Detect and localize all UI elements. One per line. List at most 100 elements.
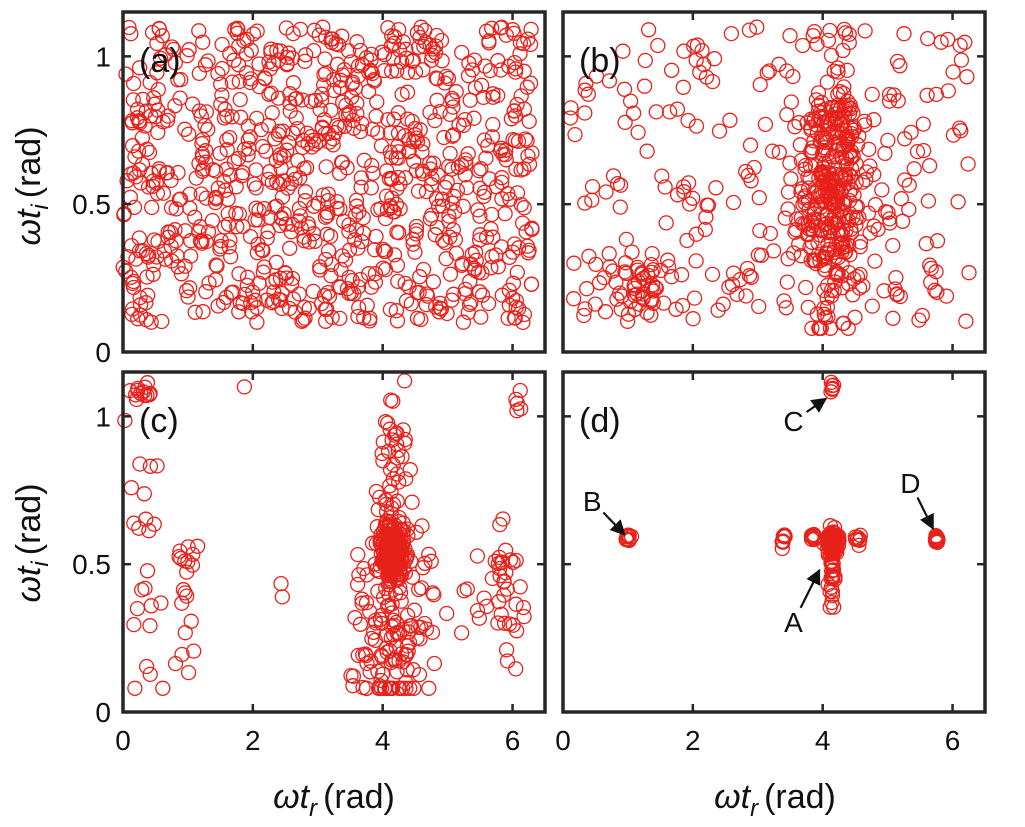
data-point — [723, 25, 740, 42]
data-point — [612, 177, 629, 193]
data-point — [214, 87, 230, 103]
data-point — [793, 152, 810, 169]
data-point — [492, 143, 509, 159]
data-point — [830, 64, 846, 80]
data-point — [317, 51, 333, 67]
data-point — [686, 290, 703, 306]
data-point — [852, 266, 868, 283]
data-point — [181, 126, 197, 142]
data-point — [844, 128, 860, 145]
data-point — [403, 553, 419, 569]
data-point — [738, 288, 754, 304]
data-point — [617, 255, 634, 271]
data-point — [620, 531, 637, 548]
data-point — [349, 105, 365, 122]
data-point — [294, 92, 310, 108]
data-point — [874, 182, 890, 198]
data-point — [374, 445, 390, 462]
data-point — [627, 277, 643, 293]
data-point — [724, 276, 741, 293]
data-point — [688, 253, 704, 269]
data-point — [622, 93, 639, 109]
data-point — [353, 179, 369, 195]
data-point — [204, 212, 221, 229]
data-point — [880, 132, 896, 149]
data-point — [402, 680, 418, 696]
panel-label: (d) — [579, 402, 621, 440]
data-point — [245, 284, 261, 300]
data-point — [317, 209, 334, 225]
data-point — [250, 212, 266, 228]
data-point — [822, 320, 839, 336]
data-point — [407, 244, 423, 260]
data-point — [824, 594, 840, 611]
data-point — [645, 283, 661, 299]
data-point — [426, 655, 443, 672]
data-point — [362, 62, 379, 78]
data-point — [370, 663, 386, 680]
data-point — [494, 287, 510, 303]
data-point — [513, 88, 529, 104]
data-point — [389, 561, 405, 577]
data-point — [876, 283, 892, 299]
data-point — [197, 117, 213, 134]
data-point — [226, 154, 243, 170]
data-point — [154, 313, 170, 330]
data-point — [504, 290, 521, 306]
data-point — [157, 47, 174, 63]
data-point — [364, 630, 380, 647]
data-point — [278, 216, 294, 232]
data-point — [361, 64, 377, 81]
data-point — [524, 145, 540, 161]
data-point — [920, 193, 937, 209]
data-point — [191, 103, 208, 119]
data-point — [125, 92, 141, 108]
data-point — [216, 110, 233, 126]
data-point — [494, 170, 510, 186]
data-point — [295, 312, 311, 328]
data-point — [424, 47, 440, 63]
data-point — [614, 288, 630, 304]
data-point — [138, 658, 155, 675]
data-point — [163, 172, 179, 189]
data-point — [463, 294, 479, 311]
data-point — [437, 179, 453, 196]
data-point — [800, 299, 816, 316]
data-point — [312, 259, 328, 275]
data-point — [266, 284, 282, 300]
data-point — [657, 179, 673, 195]
data-point — [297, 184, 314, 200]
data-point — [230, 150, 247, 167]
data-point — [165, 41, 182, 58]
data-point — [704, 266, 721, 283]
data-point — [231, 304, 247, 320]
data-point — [837, 194, 853, 210]
data-point — [189, 538, 206, 554]
data-point — [881, 211, 898, 227]
data-point — [173, 550, 189, 567]
data-point — [381, 680, 398, 696]
data-point — [352, 271, 369, 288]
data-point — [126, 616, 142, 633]
data-point — [217, 219, 233, 235]
data-point — [432, 295, 448, 312]
data-point — [823, 535, 839, 551]
data-point — [256, 259, 272, 275]
data-point — [385, 393, 401, 409]
data-point — [409, 310, 426, 326]
data-point — [816, 102, 832, 118]
data-point — [523, 276, 540, 292]
data-point — [415, 62, 431, 78]
data-point — [485, 116, 501, 133]
data-point — [225, 284, 241, 300]
data-point — [742, 137, 759, 153]
data-point — [517, 131, 534, 147]
data-point — [391, 225, 407, 241]
data-point — [490, 53, 506, 69]
data-point — [783, 94, 799, 110]
data-point — [365, 165, 381, 181]
data-point — [283, 224, 299, 240]
y-label-main: ωt — [10, 565, 48, 602]
data-point — [928, 86, 944, 103]
data-point — [445, 127, 462, 143]
